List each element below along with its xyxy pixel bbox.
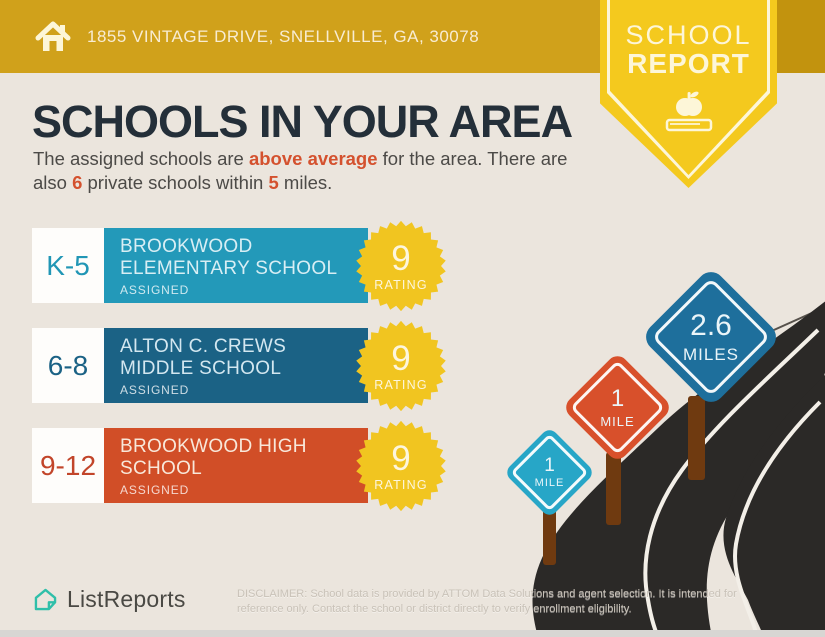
school-list: K-5 BROOKWOOD ELEMENTARY SCHOOL ASSIGNED… xyxy=(32,220,446,528)
intro-highlight-private-count: 6 xyxy=(72,172,83,194)
school-name-bar: BROOKWOOD ELEMENTARY SCHOOL ASSIGNED xyxy=(104,228,368,303)
disclaimer-text: DISCLAIMER: School data is provided by A… xyxy=(237,588,737,615)
grade-range-box: K-5 xyxy=(32,228,104,303)
school-row-high: 9-12 BROOKWOOD HIGH SCHOOL ASSIGNED 9 RA… xyxy=(32,420,446,512)
listreports-brand: ListReports xyxy=(32,586,186,613)
sign-post xyxy=(688,396,705,480)
distance-sign-1-mile-teal: 1 MILE xyxy=(503,426,596,519)
distance-sign-2-6-miles-blue: 2.6 MILES xyxy=(640,266,782,408)
starburst-shape xyxy=(356,220,446,312)
bottom-strip xyxy=(0,630,825,637)
rating-label: RATING xyxy=(374,377,428,392)
ribbon-line-school: SCHOOL xyxy=(625,20,752,50)
apple-on-book-icon xyxy=(665,91,712,131)
school-report-ribbon: SCHOOL REPORT xyxy=(600,0,777,188)
home-icon xyxy=(35,21,71,51)
sign-unit: MILES xyxy=(682,345,740,364)
school-name-line2: ELEMENTARY SCHOOL xyxy=(120,258,338,279)
school-row-middle: 6-8 ALTON C. CREWS MIDDLE SCHOOL ASSIGNE… xyxy=(32,320,446,412)
school-name-line1: BROOKWOOD HIGH xyxy=(120,435,307,457)
grade-range: K-5 xyxy=(46,249,90,281)
topbar-right-shade xyxy=(775,0,825,73)
intro-text: The assigned schools are above average f… xyxy=(33,147,588,196)
rating-badge: 9 RATING xyxy=(355,420,447,512)
school-name-line2: SCHOOL xyxy=(120,458,203,479)
sign-distance: 1 xyxy=(610,385,625,412)
rating-label: RATING xyxy=(374,477,428,492)
assigned-label: ASSIGNED xyxy=(120,483,190,498)
rating-value: 9 xyxy=(391,338,411,378)
sign-unit: MILE xyxy=(534,477,565,489)
assigned-label: ASSIGNED xyxy=(120,283,190,298)
grade-range: 9-12 xyxy=(39,449,97,481)
starburst-shape xyxy=(356,420,446,512)
school-name-line1: BROOKWOOD xyxy=(120,235,253,257)
listreports-logo-icon xyxy=(34,588,57,611)
sign-distance: 1 xyxy=(544,455,555,476)
rating-value: 9 xyxy=(391,438,411,478)
grade-range-box: 9-12 xyxy=(32,428,104,503)
intro-text-part: private schools within xyxy=(82,172,269,194)
property-address: 1855 VINTAGE DRIVE, SNELLVILLE, GA, 3007… xyxy=(87,26,480,46)
starburst-shape xyxy=(356,320,446,412)
school-name-line2: MIDDLE SCHOOL xyxy=(120,358,282,379)
brand-name: ListReports xyxy=(67,586,186,612)
sign-post xyxy=(606,452,621,525)
ribbon-line-report: REPORT xyxy=(627,48,750,80)
intro-highlight-radius: 5 xyxy=(268,172,279,194)
page-title: SCHOOLS IN YOUR AREA xyxy=(32,96,573,147)
sign-unit: MILE xyxy=(600,414,635,429)
intro-text-part: for the area. There are also xyxy=(33,148,568,194)
intro-text-part: The assigned schools are xyxy=(33,148,249,169)
rating-label: RATING xyxy=(374,277,428,292)
distance-sign-1-mile-red: 1 MILE xyxy=(561,351,674,464)
school-name-bar: BROOKWOOD HIGH SCHOOL ASSIGNED xyxy=(104,428,368,503)
intro-highlight-above-average: above average xyxy=(248,148,378,169)
school-row-elementary: K-5 BROOKWOOD ELEMENTARY SCHOOL ASSIGNED… xyxy=(32,220,446,312)
grade-range-box: 6-8 xyxy=(32,328,104,403)
school-name-bar: ALTON C. CREWS MIDDLE SCHOOL ASSIGNED xyxy=(104,328,368,403)
grade-range: 6-8 xyxy=(47,349,89,381)
sign-distance: 2.6 xyxy=(690,309,732,342)
rating-value: 9 xyxy=(391,238,411,278)
rating-badge: 9 RATING xyxy=(355,220,447,312)
intro-text-part: miles. xyxy=(278,172,333,194)
school-name-line1: ALTON C. CREWS xyxy=(120,335,287,357)
rating-badge: 9 RATING xyxy=(355,320,447,412)
assigned-label: ASSIGNED xyxy=(120,383,190,398)
